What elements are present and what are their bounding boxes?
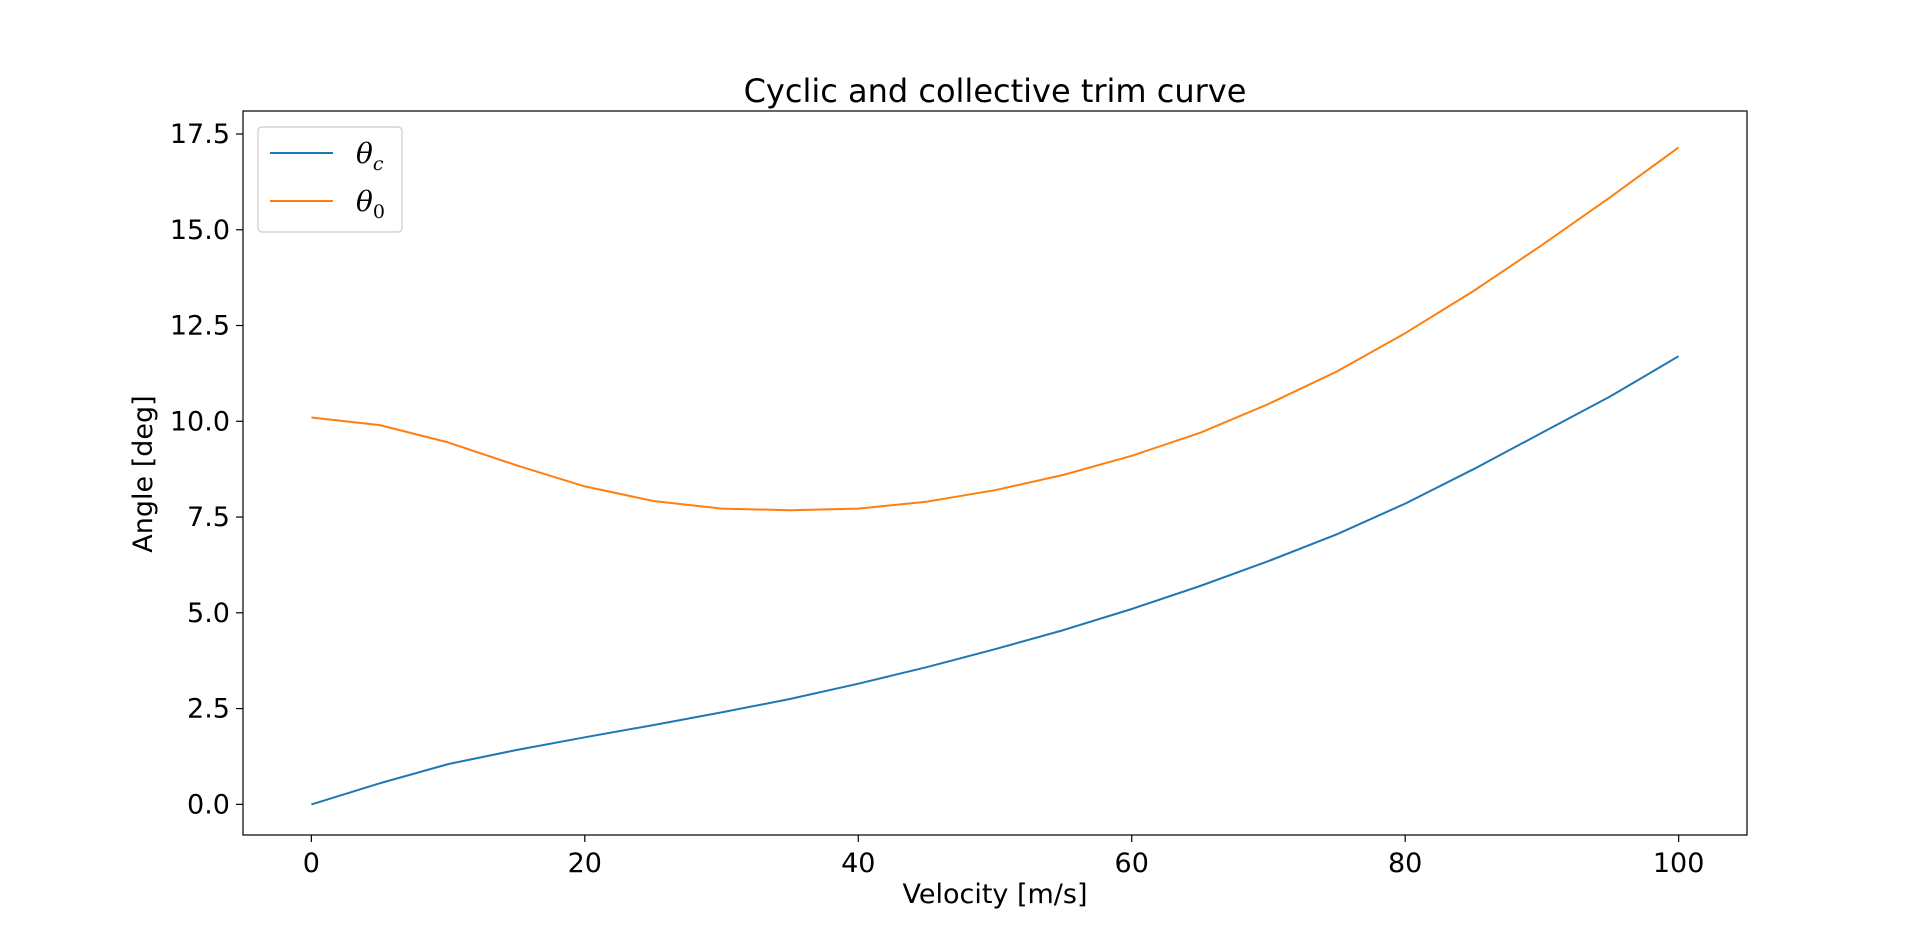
y-tick-label: 10.0 <box>170 406 230 437</box>
x-tick-label: 20 <box>568 848 602 879</box>
series-line-theta-c <box>311 355 1680 806</box>
y-tick-label: 7.5 <box>187 502 230 533</box>
legend-label-theta-c: θc <box>356 137 384 175</box>
plot-area <box>242 110 1748 836</box>
x-tick-label: 40 <box>841 848 875 879</box>
x-axis-ticks: 0 20 40 60 80 100 <box>303 835 1705 879</box>
y-axis-title: Angle [deg] <box>128 395 159 552</box>
x-tick-label: 0 <box>303 848 320 879</box>
y-tick-label: 5.0 <box>187 598 230 629</box>
y-tick-label: 0.0 <box>187 789 230 820</box>
y-tick-label: 2.5 <box>187 694 230 725</box>
y-tick-label: 15.0 <box>170 215 230 246</box>
y-tick-label: 17.5 <box>170 119 230 150</box>
chart-title: Cyclic and collective trim curve <box>744 72 1247 110</box>
x-tick-label: 80 <box>1388 848 1422 879</box>
plot-frame <box>242 110 1748 836</box>
x-axis-title: Velocity [m/s] <box>902 879 1087 910</box>
series-line-theta-0 <box>311 146 1680 512</box>
y-tick-label: 12.5 <box>170 311 230 342</box>
y-axis-ticks: 0.0 2.5 5.0 7.5 10.0 12.5 15.0 17.5 <box>170 119 243 820</box>
x-tick-label: 100 <box>1653 848 1705 879</box>
x-tick-label: 60 <box>1115 848 1149 879</box>
